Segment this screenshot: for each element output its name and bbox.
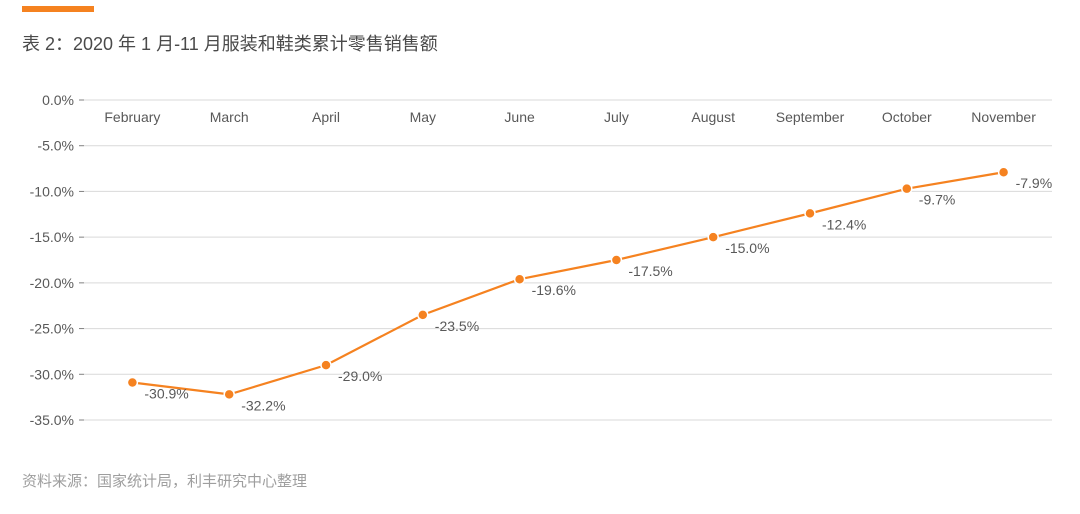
svg-text:-20.0%: -20.0%	[30, 275, 74, 291]
svg-text:-19.6%: -19.6%	[532, 282, 576, 298]
svg-text:June: June	[504, 109, 535, 125]
svg-text:-15.0%: -15.0%	[725, 240, 769, 256]
source-text: 资料来源：国家统计局，利丰研究中心整理	[22, 470, 307, 491]
svg-text:-12.4%: -12.4%	[822, 216, 866, 232]
svg-text:November: November	[971, 109, 1036, 125]
svg-text:-30.9%: -30.9%	[144, 386, 188, 402]
svg-text:-10.0%: -10.0%	[30, 183, 74, 199]
chart-title: 表 2：2020 年 1 月-11 月服装和鞋类累计零售销售额	[22, 30, 438, 56]
line-chart: 0.0% -5.0% -10.0% -15.0% -20.0% -25.0% -30.0% -…	[22, 90, 1062, 450]
svg-text:-35.0%: -35.0%	[30, 412, 74, 428]
svg-text:-30.0%: -30.0%	[30, 366, 74, 382]
accent-bar	[22, 6, 94, 12]
svg-text:-17.5%: -17.5%	[628, 263, 672, 279]
svg-text:August: August	[691, 109, 735, 125]
svg-text:-23.5%: -23.5%	[435, 318, 479, 334]
svg-text:April: April	[312, 109, 340, 125]
svg-text:-9.7%: -9.7%	[919, 192, 956, 208]
svg-text:-29.0%: -29.0%	[338, 368, 382, 384]
svg-text:May: May	[410, 109, 436, 125]
svg-text:October: October	[882, 109, 932, 125]
svg-text:March: March	[210, 109, 249, 125]
svg-text:September: September	[776, 109, 845, 125]
svg-text:-7.9%: -7.9%	[1016, 175, 1053, 191]
svg-text:-25.0%: -25.0%	[30, 321, 74, 337]
svg-text:July: July	[604, 109, 629, 125]
svg-text:-5.0%: -5.0%	[37, 138, 74, 154]
svg-text:February: February	[104, 109, 160, 125]
svg-text:-32.2%: -32.2%	[241, 397, 285, 413]
svg-text:-15.0%: -15.0%	[30, 229, 74, 245]
svg-text:0.0%: 0.0%	[42, 92, 74, 108]
